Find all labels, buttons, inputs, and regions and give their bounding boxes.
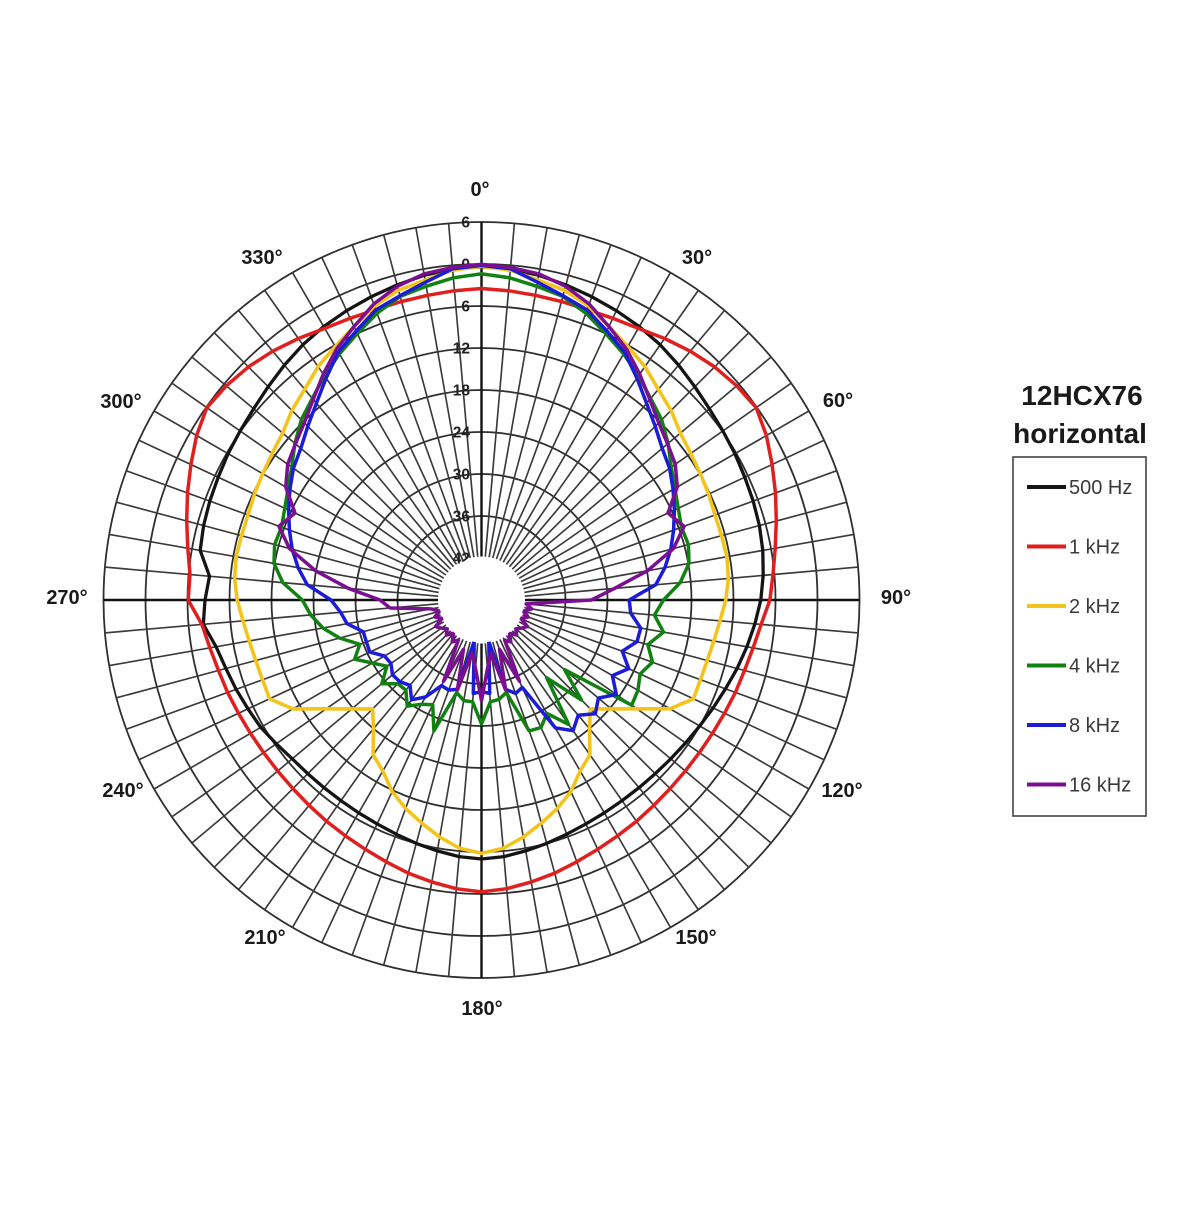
- svg-text:300°: 300°: [100, 391, 141, 413]
- svg-text:150°: 150°: [675, 927, 716, 949]
- svg-text:210°: 210°: [244, 927, 285, 949]
- svg-text:120°: 120°: [821, 780, 862, 802]
- svg-text:90°: 90°: [881, 587, 911, 609]
- svg-text:24: 24: [453, 425, 471, 442]
- svg-text:6: 6: [461, 215, 470, 232]
- svg-text:270°: 270°: [46, 587, 87, 609]
- svg-text:18: 18: [453, 383, 471, 400]
- svg-text:2 kHz: 2 kHz: [1069, 596, 1120, 618]
- svg-text:240°: 240°: [102, 780, 143, 802]
- svg-text:6: 6: [461, 299, 470, 316]
- svg-text:0°: 0°: [470, 179, 489, 201]
- svg-text:330°: 330°: [241, 247, 282, 269]
- svg-text:36: 36: [453, 509, 471, 526]
- svg-text:horizontal: horizontal: [1013, 418, 1147, 449]
- svg-text:12: 12: [453, 341, 470, 358]
- svg-text:1 kHz: 1 kHz: [1069, 537, 1120, 559]
- svg-text:12HCX76: 12HCX76: [1021, 380, 1142, 411]
- svg-text:500 Hz: 500 Hz: [1069, 477, 1132, 499]
- svg-text:30: 30: [453, 467, 470, 484]
- svg-text:4 kHz: 4 kHz: [1069, 656, 1120, 678]
- svg-text:60°: 60°: [823, 390, 853, 412]
- svg-text:8 kHz: 8 kHz: [1069, 715, 1120, 737]
- svg-text:30°: 30°: [682, 247, 712, 269]
- svg-text:16 kHz: 16 kHz: [1069, 775, 1131, 797]
- svg-text:180°: 180°: [461, 998, 502, 1020]
